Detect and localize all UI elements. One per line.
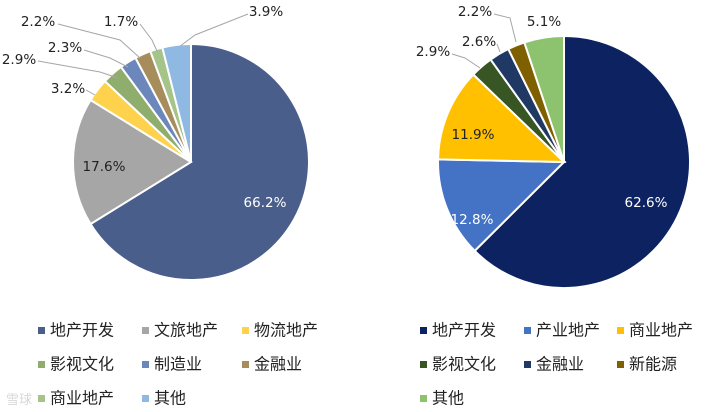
legend-swatch-2-1 (420, 327, 427, 334)
legend-label-2-1: 地产开发 (432, 321, 496, 340)
legend-swatch-2-5 (524, 361, 531, 368)
data-label-2-3: 11.9% (452, 127, 495, 143)
data-label-2-2: 12.8% (451, 212, 494, 228)
legend-swatch-1-6 (242, 361, 249, 368)
legend-label-1-2: 文旅地产 (154, 321, 218, 340)
pie-slice-2-7 (523, 34, 565, 163)
pie-slice-1-8 (161, 42, 192, 163)
legend-swatch-2-2 (524, 327, 531, 334)
pie-slice-1-2 (72, 98, 193, 226)
legend-swatch-1-4 (38, 361, 45, 368)
pie-slice-2-3 (437, 73, 567, 164)
legend-swatch-2-7 (420, 395, 427, 402)
data-label-2-4: 2.9% (416, 44, 450, 60)
legend-swatch-1-5 (142, 361, 149, 368)
leader-line-1-4 (37, 60, 119, 79)
legend-swatch-1-1 (38, 327, 45, 334)
pie-slice-2-2 (437, 158, 567, 253)
data-label-1-1: 66.2% (244, 195, 287, 211)
leader-line-1-5 (83, 49, 129, 68)
legend-label-1-1: 地产开发 (50, 321, 114, 340)
legend-label-2-2: 产业地产 (536, 321, 600, 340)
legend-swatch-1-3 (242, 327, 249, 334)
legend-label-2-6: 新能源 (629, 355, 677, 374)
data-label-1-7: 1.7% (104, 14, 138, 30)
legend-label-2-7: 其他 (432, 389, 464, 408)
pie-chart-1: 66.2% 17.6% 3.2% 2.9% 2.3% 2.2% 1.7% 3.9% (2, 4, 310, 281)
data-label-2-7: 5.1% (527, 14, 561, 30)
leader-line-2-4 (451, 53, 481, 69)
legend-label-1-8: 其他 (154, 389, 186, 408)
pie-chart-2: 62.6% 12.8% 11.9% 2.9% 2.6% 2.2% 5.1% (416, 4, 691, 289)
leader-line-2-6 (493, 13, 517, 43)
data-label-1-3: 3.2% (51, 81, 85, 97)
leader-line-1-3 (85, 89, 96, 96)
legend-swatch-2-4 (420, 361, 427, 368)
data-label-2-6: 2.2% (458, 4, 492, 20)
data-label-1-4: 2.9% (2, 52, 36, 68)
data-label-1-5: 2.3% (48, 40, 82, 56)
pie-slice-2-1 (473, 34, 691, 289)
legend-label-1-6: 金融业 (254, 355, 302, 374)
data-label-1-8: 3.9% (249, 4, 283, 20)
data-label-2-1: 62.6% (625, 195, 668, 211)
pie-slice-1-1 (89, 42, 310, 281)
legend-label-2-4: 影视文化 (432, 355, 496, 374)
leader-line-1-6 (57, 23, 141, 59)
legend-swatch-2-6 (617, 361, 624, 368)
leader-line-1-8 (178, 13, 249, 48)
legend-label-1-7: 商业地产 (50, 389, 114, 408)
legend-swatch-1-8 (142, 395, 149, 402)
legend-swatch-1-7 (38, 395, 45, 402)
legend-swatch-1-2 (142, 327, 149, 334)
legend-label-1-3: 物流地产 (254, 321, 318, 340)
data-label-2-5: 2.6% (462, 34, 496, 50)
legend-label-1-4: 影视文化 (50, 355, 114, 374)
legend-label-2-3: 商业地产 (629, 321, 693, 340)
leader-line-2-5 (496, 43, 501, 53)
data-label-1-6: 2.2% (21, 14, 55, 30)
data-label-1-2: 17.6% (83, 159, 126, 175)
watermark: 雪球 (6, 393, 32, 408)
legend-swatch-2-3 (617, 327, 624, 334)
legend-label-2-5: 金融业 (536, 355, 584, 374)
leader-line-1-7 (139, 23, 158, 52)
legend-label-1-5: 制造业 (154, 355, 202, 374)
